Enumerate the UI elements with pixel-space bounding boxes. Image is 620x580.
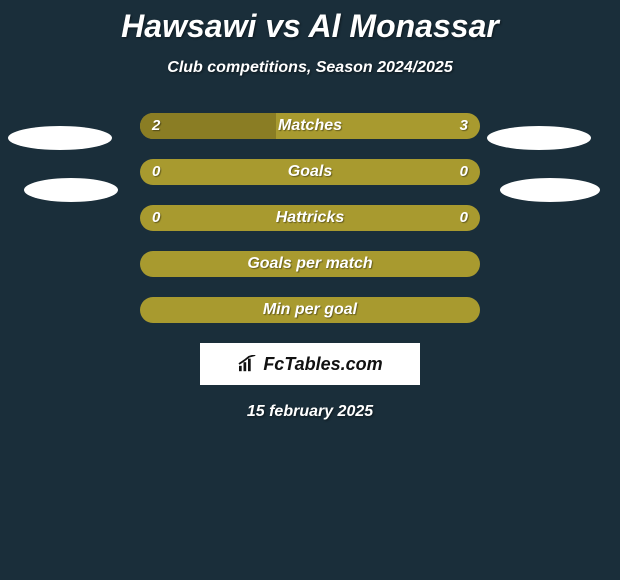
brand-text: FcTables.com	[263, 354, 382, 375]
stat-value-right: 0	[460, 205, 468, 231]
chart-icon	[237, 355, 259, 373]
stat-label: Goals	[140, 159, 480, 185]
stat-row: 2Matches3	[140, 113, 480, 139]
player-right-photo-top	[487, 126, 591, 150]
date-text: 15 february 2025	[0, 403, 620, 421]
stat-value-right: 3	[460, 113, 468, 139]
player-left-photo-bot	[24, 178, 118, 202]
player-right-photo-bot	[500, 178, 600, 202]
stat-value-right: 0	[460, 159, 468, 185]
stat-label: Matches	[140, 113, 480, 139]
stat-label: Goals per match	[140, 251, 480, 277]
stat-label: Min per goal	[140, 297, 480, 323]
stat-label: Hattricks	[140, 205, 480, 231]
brand-label: FcTables.com	[237, 354, 382, 375]
stat-row: 0Goals0	[140, 159, 480, 185]
page-title: Hawsawi vs Al Monassar	[0, 0, 620, 45]
player-left-photo-top	[8, 126, 112, 150]
stat-row: Min per goal	[140, 297, 480, 323]
brand-box[interactable]: FcTables.com	[200, 343, 420, 385]
stat-row: 0Hattricks0	[140, 205, 480, 231]
stat-row: Goals per match	[140, 251, 480, 277]
subtitle: Club competitions, Season 2024/2025	[0, 59, 620, 77]
